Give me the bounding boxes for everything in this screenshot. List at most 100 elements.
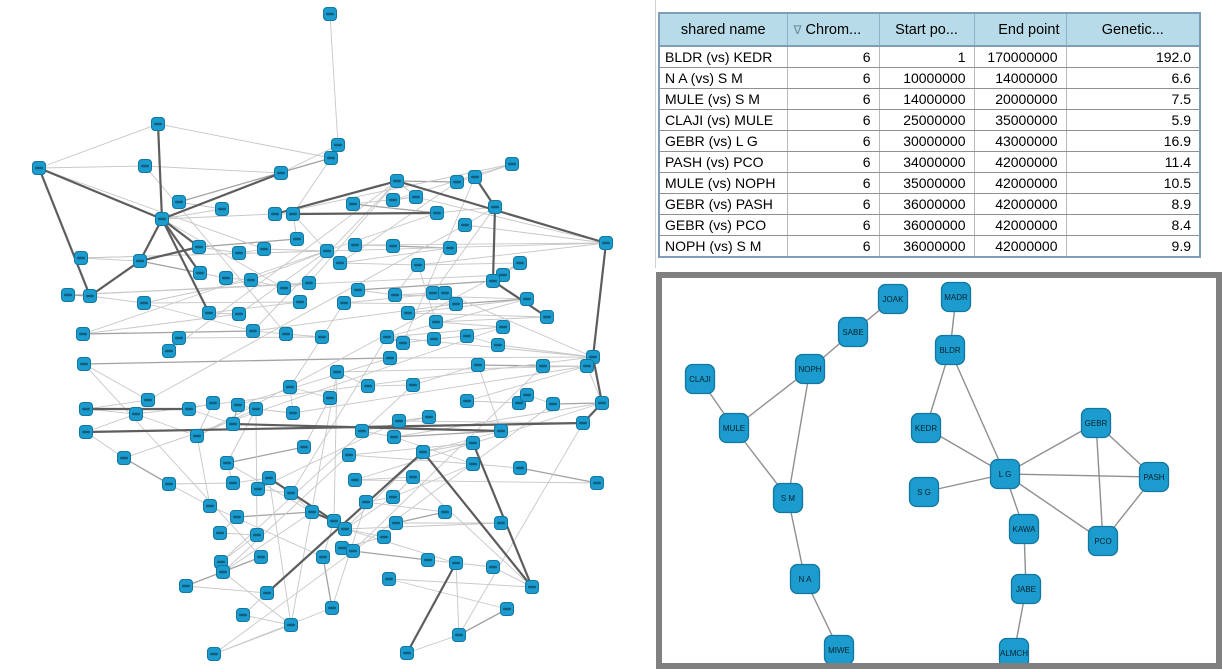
network-node[interactable] — [182, 402, 196, 416]
network-node[interactable] — [162, 344, 176, 358]
network-node[interactable] — [202, 306, 216, 320]
network-node[interactable] — [32, 161, 46, 175]
table-cell[interactable]: 6 — [787, 46, 880, 68]
network-node[interactable] — [355, 424, 369, 438]
network-node[interactable] — [466, 457, 480, 471]
network-node[interactable] — [351, 283, 365, 297]
network-edge[interactable] — [188, 408, 234, 425]
table-cell[interactable]: 25000000 — [879, 109, 975, 131]
network-node[interactable] — [346, 197, 360, 211]
network-node[interactable] — [323, 7, 337, 21]
network-edge[interactable] — [123, 457, 170, 485]
network-node[interactable] — [192, 240, 206, 254]
network-edge[interactable] — [1004, 422, 1097, 475]
network-node[interactable] — [274, 166, 288, 180]
network-node[interactable] — [244, 273, 258, 287]
network-edge[interactable] — [82, 212, 438, 335]
network-edge[interactable] — [344, 496, 394, 530]
network-edge[interactable] — [422, 430, 502, 453]
network-edge[interactable] — [178, 201, 223, 210]
table-cell[interactable]: 36000000 — [879, 214, 975, 236]
network-node[interactable] — [386, 239, 400, 253]
network-node[interactable] — [251, 482, 265, 496]
network-node[interactable] — [79, 402, 93, 416]
network-node[interactable] — [590, 476, 604, 490]
network-node[interactable] — [83, 289, 97, 303]
network-node-sm[interactable]: S M — [772, 482, 804, 514]
network-edge[interactable] — [344, 522, 502, 530]
table-cell[interactable]: 35000000 — [879, 172, 975, 194]
network-edge[interactable] — [393, 430, 502, 438]
network-node[interactable] — [231, 398, 245, 412]
network-node[interactable] — [283, 380, 297, 394]
network-edge[interactable] — [1095, 422, 1104, 542]
network-node-miwe[interactable]: MIWE — [823, 634, 855, 664]
filter-icon[interactable]: ∇ — [793, 22, 802, 37]
network-node[interactable] — [496, 320, 510, 334]
network-node[interactable] — [193, 266, 207, 280]
network-edge[interactable] — [292, 157, 332, 215]
network-node[interactable] — [458, 218, 472, 232]
network-edge[interactable] — [89, 295, 145, 304]
network-node[interactable] — [386, 193, 400, 207]
network-edge[interactable] — [348, 442, 474, 456]
network-node[interactable] — [172, 331, 186, 345]
network-node[interactable] — [257, 242, 271, 256]
network-edge[interactable] — [949, 349, 1006, 475]
table-cell[interactable]: 6 — [787, 88, 880, 110]
network-node[interactable] — [290, 232, 304, 246]
network-edge[interactable] — [354, 479, 598, 484]
network-node[interactable] — [155, 212, 169, 226]
table-cell[interactable]: GEBR (vs) L G — [659, 130, 788, 152]
main-network-view[interactable] — [0, 0, 656, 669]
network-edge[interactable] — [444, 292, 594, 358]
network-edge[interactable] — [417, 262, 521, 266]
table-cell[interactable]: 20000000 — [974, 88, 1067, 110]
network-node-sabe[interactable]: SABE — [837, 316, 869, 348]
network-node[interactable] — [409, 190, 423, 204]
network-edge[interactable] — [406, 562, 457, 654]
network-node[interactable] — [220, 456, 234, 470]
network-edge[interactable] — [38, 165, 146, 169]
network-edge[interactable] — [417, 242, 607, 266]
network-node[interactable] — [226, 417, 240, 431]
network-node-noph[interactable]: NOPH — [794, 353, 826, 385]
network-node[interactable] — [315, 330, 329, 344]
network-edge[interactable] — [196, 435, 211, 507]
network-node[interactable] — [520, 292, 534, 306]
network-node[interactable] — [236, 608, 250, 622]
network-edge[interactable] — [156, 123, 164, 220]
network-edge[interactable] — [80, 257, 141, 262]
network-edge[interactable] — [412, 476, 533, 588]
network-edge[interactable] — [308, 180, 398, 284]
network-edge[interactable] — [147, 224, 466, 401]
network-node[interactable] — [305, 505, 319, 519]
network-node[interactable] — [491, 338, 505, 352]
network-node[interactable] — [293, 295, 307, 309]
column-header-chromosome[interactable]: ∇ Chrom... — [787, 13, 880, 47]
network-edge[interactable] — [85, 399, 149, 410]
table-cell[interactable]: 35000000 — [974, 109, 1067, 131]
network-edge[interactable] — [388, 578, 533, 588]
table-cell[interactable]: 36000000 — [879, 235, 975, 258]
network-node[interactable] — [250, 528, 264, 542]
network-edge[interactable] — [38, 167, 265, 250]
network-node[interactable] — [162, 477, 176, 491]
network-edge[interactable] — [222, 571, 292, 626]
network-node-joak[interactable]: JOAK — [877, 283, 909, 315]
network-edge[interactable] — [123, 326, 504, 459]
network-node[interactable] — [129, 407, 143, 421]
network-edge[interactable] — [422, 442, 474, 453]
network-node[interactable] — [327, 514, 341, 528]
network-edge[interactable] — [464, 224, 607, 244]
network-edge[interactable] — [344, 528, 457, 564]
network-node[interactable] — [297, 440, 311, 454]
network-node[interactable] — [390, 174, 404, 188]
network-node[interactable] — [486, 560, 500, 574]
network-node-jabe[interactable]: JABE — [1010, 573, 1042, 605]
network-edge[interactable] — [432, 206, 496, 294]
network-edge[interactable] — [787, 368, 811, 499]
network-node[interactable] — [348, 473, 362, 487]
table-row[interactable]: GEBR (vs) L G 6 30000000 43000000 16.9 — [659, 130, 1201, 152]
network-edge[interactable] — [415, 196, 607, 244]
